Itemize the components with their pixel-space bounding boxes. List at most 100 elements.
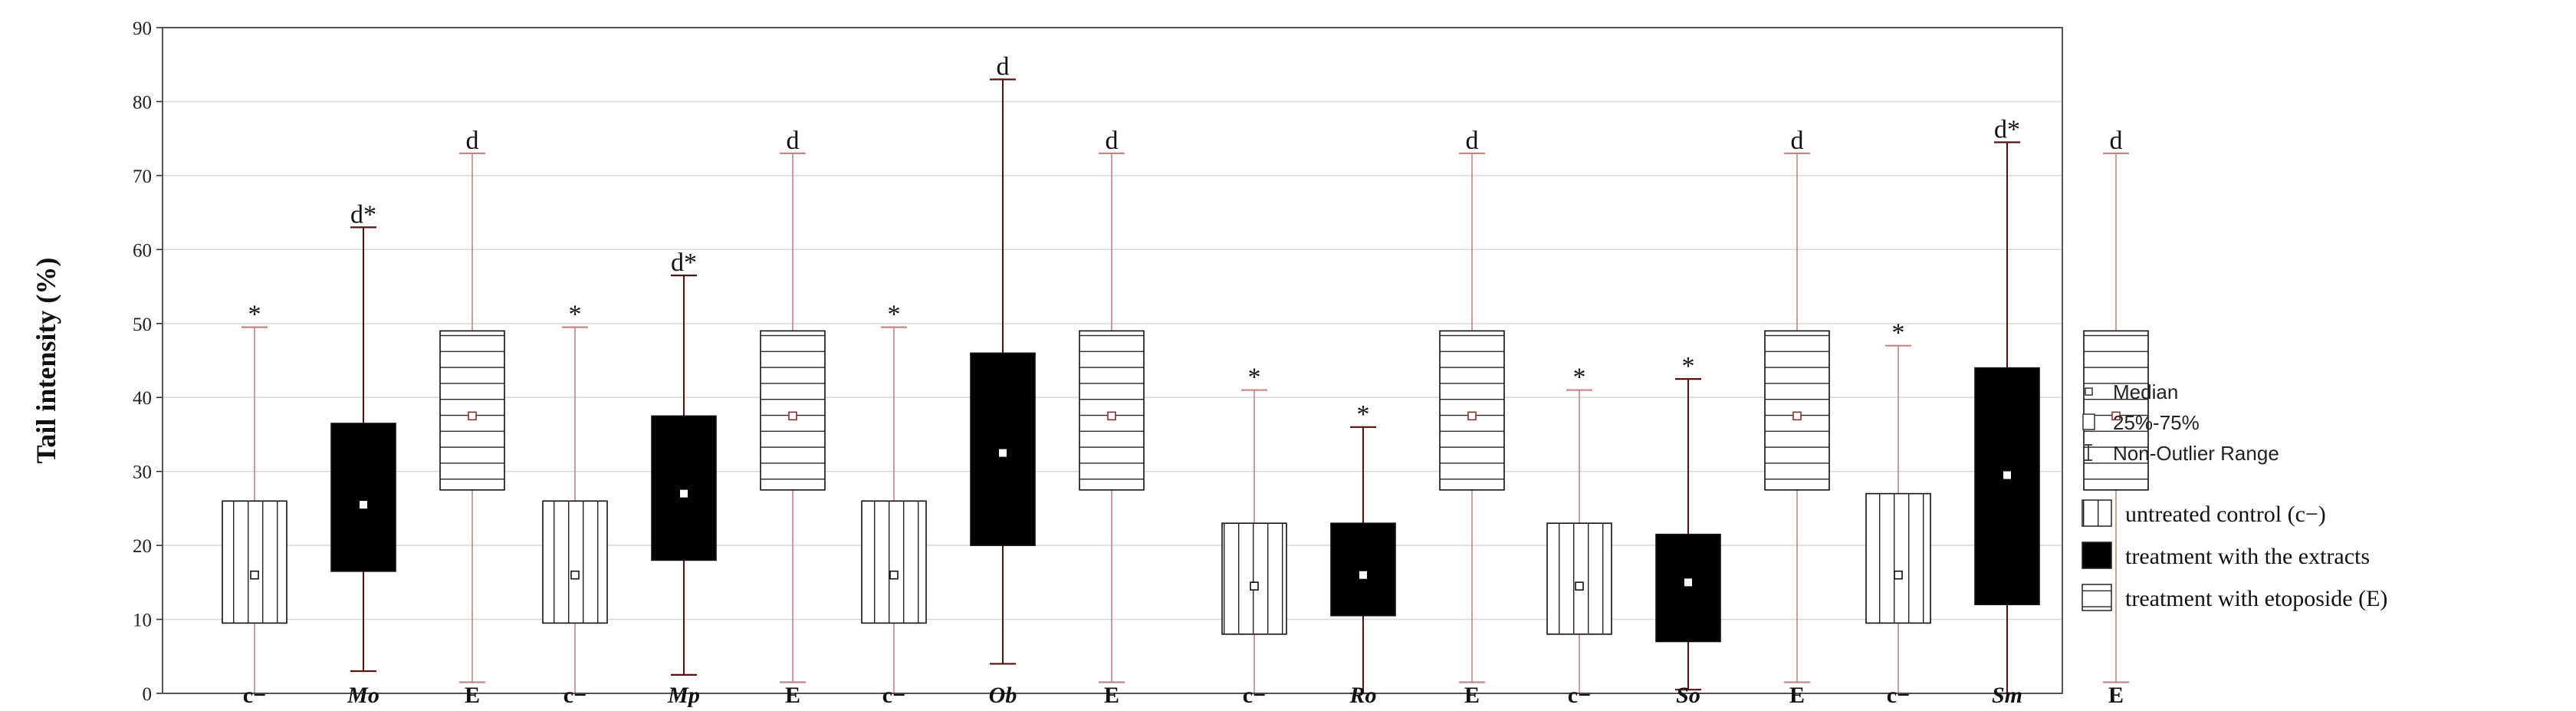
box-sm-extract [1974, 367, 2040, 606]
significance-annotation: d* [350, 200, 376, 229]
significance-annotation: * [248, 301, 261, 329]
whiskers [242, 78, 2129, 695]
median-marker [1894, 570, 1903, 580]
box-mo-extract [330, 423, 396, 572]
box-ro-control [1221, 522, 1287, 635]
x-category-label: E [1104, 683, 1119, 707]
legend-label: 25%-75% [2113, 411, 2200, 434]
legend-swatch-horizontal [2082, 584, 2112, 611]
box-mp-extract [651, 415, 717, 561]
boxes [222, 330, 2149, 643]
y-tick-label: 30 [133, 462, 152, 483]
legend-swatch-solid [2082, 541, 2112, 569]
box-ro-extract [1330, 522, 1396, 617]
box-mp-control [542, 500, 608, 624]
legend-label: untreated control (c−) [2125, 502, 2326, 527]
median-marker [1575, 581, 1584, 591]
x-category-label: E [1464, 683, 1480, 707]
significance-annotation: d [1466, 127, 1479, 155]
box-ob-etoposide [1079, 330, 1145, 491]
significance-annotation: d [787, 127, 800, 155]
y-tick-label: 70 [133, 166, 152, 187]
whisker-icon [2085, 444, 2092, 461]
x-category-label: Sm [1992, 683, 2022, 707]
median-marker [468, 411, 477, 421]
median-marker [250, 570, 259, 580]
median-marker [889, 570, 899, 580]
significance-annotation: d [2110, 127, 2123, 155]
x-category-label: c− [882, 683, 905, 707]
x-category-label: Mo [347, 683, 380, 707]
median-marker [1359, 571, 1367, 579]
median-marker [1107, 411, 1116, 421]
median-marker [1792, 411, 1802, 421]
x-category-label: c− [243, 683, 266, 707]
y-tick-label: 60 [133, 240, 152, 261]
box-ob-control [861, 500, 927, 624]
median-marker [680, 489, 688, 498]
significance-annotation: d* [1994, 115, 2020, 143]
median-icon [2085, 387, 2093, 396]
median-marker [2003, 471, 2011, 479]
median-marker [360, 501, 367, 509]
median-marker [1250, 581, 1259, 591]
median-marker [788, 411, 797, 421]
median-marker [2111, 411, 2121, 421]
plot-frame [162, 27, 2063, 694]
box-mp-etoposide [760, 330, 826, 491]
significance-annotation: * [1573, 364, 1586, 392]
y-tick-label: 50 [133, 314, 152, 335]
y-axis-label: Tail intensity (%) [31, 258, 61, 464]
axes: 0 10 20 30 40 50 60 70 80 90 [133, 18, 2063, 705]
x-category-label: c− [1243, 683, 1266, 707]
significance-annotation: d [1791, 127, 1804, 155]
y-tick-label: 10 [133, 611, 152, 631]
significance-annotation: * [569, 301, 582, 329]
x-category-label: Mp [667, 683, 700, 707]
significance-annotation: * [1682, 352, 1695, 380]
x-category-label: So [1676, 683, 1700, 707]
x-category-label: Ob [989, 683, 1017, 707]
x-category-label: c− [1568, 683, 1591, 707]
legend: Median 25%-75% Non-Outlier Range untreated … [2082, 380, 2387, 611]
x-category-label: E [1789, 683, 1805, 707]
x-category-label: Ro [1349, 683, 1376, 707]
significance-annotation: * [1357, 400, 1370, 429]
significance-annotation: d [466, 127, 479, 155]
significance-annotation: d [997, 53, 1010, 81]
legend-swatch-vertical [2082, 499, 2112, 527]
box-sm-control [1865, 492, 1931, 624]
box-so-control [1546, 522, 1612, 635]
significance-annotation: d [1106, 127, 1119, 155]
median-marker [570, 570, 580, 580]
significance-annotation: d* [671, 249, 697, 277]
x-category-label: E [465, 683, 480, 707]
x-category-label: E [2108, 683, 2124, 707]
median-marker [1684, 578, 1692, 587]
y-tick-label: 90 [133, 18, 152, 39]
box-icon [2082, 413, 2095, 430]
y-tick-label: 40 [133, 388, 152, 409]
y-tick-label: 0 [143, 684, 153, 705]
box-mo-etoposide [439, 330, 505, 491]
legend-label: treatment with etoposide (E) [2125, 586, 2387, 611]
box-so-etoposide [1764, 330, 1830, 491]
x-category-label: E [785, 683, 800, 707]
box-sm-etoposide [2083, 330, 2149, 491]
legend-label: Non-Outlier Range [2113, 442, 2279, 465]
significance-annotation: * [1892, 319, 1905, 347]
x-category-label: c− [564, 683, 586, 707]
y-tick-label: 80 [133, 92, 152, 113]
box-ro-etoposide [1439, 330, 1505, 491]
median-marker [999, 449, 1007, 457]
box-so-extract [1655, 533, 1721, 643]
legend-label: treatment with the extracts [2125, 544, 2370, 569]
legend-label: Median [2113, 380, 2178, 403]
y-tick-label: 20 [133, 536, 152, 557]
median-marker [1467, 411, 1477, 421]
significance-annotation: * [888, 301, 901, 329]
x-category-label: c− [1887, 683, 1910, 707]
labels: Tail intensity (%) *c−d*ModE*c−d*MpdE*c−d… [31, 53, 2124, 708]
